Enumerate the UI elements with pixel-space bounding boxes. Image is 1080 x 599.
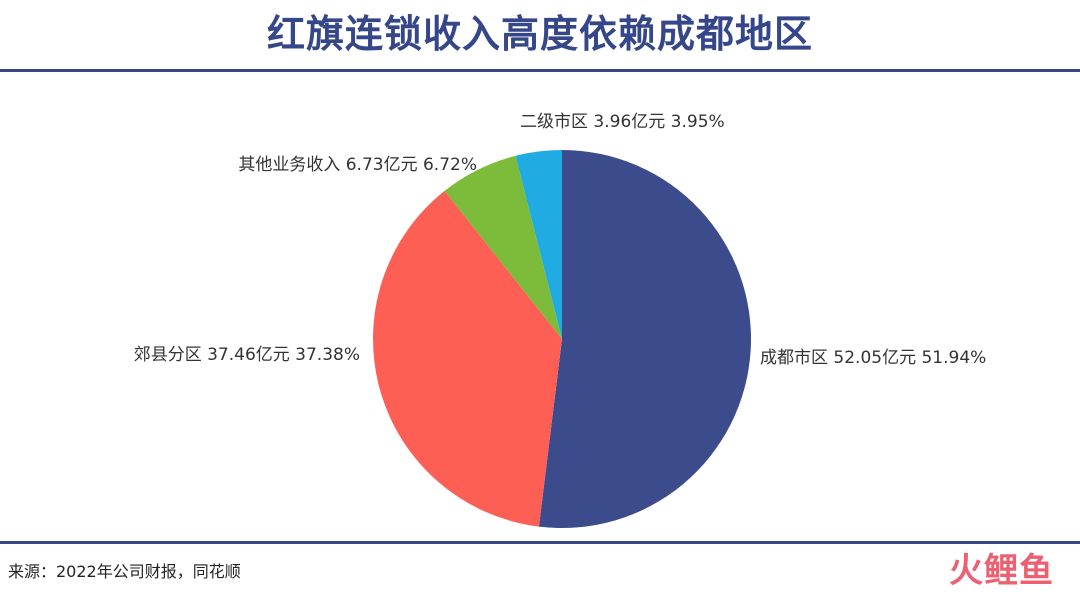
pie-slice-1 [538, 150, 751, 528]
source-note: 来源：2022年公司财报，同花顺 [8, 562, 241, 581]
footer-divider [0, 541, 1080, 544]
pie-slice-3 [444, 155, 562, 339]
pie-chart: 成都市区 52.05亿元 51.94% 郊县分区 37.46亿元 37.38% 其他… [0, 75, 1080, 537]
slice-label-4: 二级市区 3.96亿元 3.95% [520, 112, 725, 132]
slice-label-2: 郊县分区 37.46亿元 37.38% [134, 345, 360, 365]
pie-slice-4 [515, 150, 562, 339]
watermark-text: 火鲤鱼 [949, 551, 1054, 591]
pie-slice-2 [373, 190, 562, 527]
watermark-logo: 火鲤鱼 [949, 549, 1054, 593]
pie-chart-svg: 成都市区 52.05亿元 51.94% 郊县分区 37.46亿元 37.38% 其他… [134, 112, 986, 528]
chart-title: 红旗连锁收入高度依赖成都地区 [266, 12, 813, 56]
title-divider [0, 69, 1080, 72]
slice-label-3: 其他业务收入 6.73亿元 6.72% [238, 155, 477, 175]
slice-label-1: 成都市区 52.05亿元 51.94% [760, 348, 986, 368]
